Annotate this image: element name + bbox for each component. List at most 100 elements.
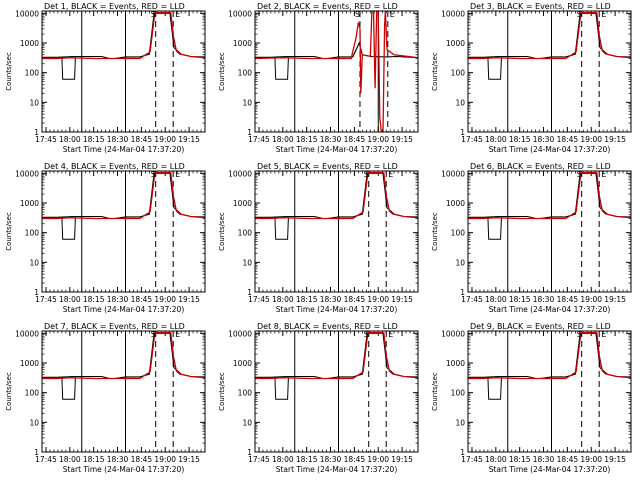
panel-title: Det 7, BLACK = Events, RED = LLD: [44, 322, 185, 331]
y-tick-label: 10000: [15, 9, 39, 18]
x-tick-label: 19:15: [391, 295, 413, 304]
y-tick-label: 1: [247, 288, 252, 297]
y-tick-label: 10: [455, 98, 465, 107]
y-tick-label: 10: [29, 258, 39, 267]
x-tick-label: 18:30: [107, 295, 129, 304]
y-tick-label: 1: [34, 128, 39, 137]
plot-frame: [254, 330, 419, 453]
x-tick-label: 17:45: [461, 295, 483, 304]
x-tick-label: 19:15: [178, 295, 200, 304]
y-tick-label: 1000: [446, 39, 465, 48]
x-tick-label: 18:00: [485, 455, 507, 464]
x-tick-label: 18:30: [320, 295, 342, 304]
lld-series-line: [468, 12, 631, 60]
events-series-line: [468, 12, 631, 60]
start-marker-label: S: [577, 10, 582, 19]
x-tick-label: 18:45: [131, 455, 153, 464]
plot-frame: [467, 10, 632, 133]
x-tick-label: 19:00: [367, 295, 389, 304]
y-axis-label: Counts/sec: [218, 372, 226, 411]
lld-series-line: [468, 332, 631, 380]
x-tick-label: 17:45: [35, 295, 57, 304]
x-tick-label: 18:15: [296, 455, 318, 464]
start-marker-label: S: [151, 170, 156, 179]
x-tick-label: 18:45: [557, 455, 579, 464]
events-dip: [274, 217, 289, 240]
y-tick-label: 1: [247, 128, 252, 137]
x-tick-label: 19:00: [580, 295, 602, 304]
y-tick-label: 100: [451, 229, 466, 238]
detector-panel-1: Det 1, BLACK = Events, RED = LLD Counts/s…: [5, 2, 206, 154]
y-tick-label: 10000: [441, 329, 465, 338]
plot-area: [255, 11, 418, 132]
y-tick-label: 10: [242, 418, 252, 427]
events-series-line: [42, 12, 205, 60]
x-tick-label: 18:30: [533, 135, 555, 144]
plot-area: [255, 171, 418, 292]
lld-series-line: [468, 172, 631, 220]
detector-panel-2: Det 2, BLACK = Events, RED = LLD Counts/s…: [218, 2, 419, 154]
x-tick-label: 18:00: [272, 135, 294, 144]
plot-area: [42, 331, 205, 452]
y-tick-label: 100: [238, 69, 253, 78]
x-tick-label: 18:30: [533, 455, 555, 464]
plot-area: [468, 11, 631, 132]
y-axis-label: Counts/sec: [5, 372, 13, 411]
events-series-line: [255, 172, 418, 220]
x-tick-label: 19:00: [154, 295, 176, 304]
x-tick-label: 19:15: [604, 295, 626, 304]
events-dip: [274, 377, 289, 400]
plot-frame: [254, 170, 419, 293]
end-marker-label: E: [601, 10, 606, 19]
panel-title: Det 9, BLACK = Events, RED = LLD: [470, 322, 611, 331]
y-tick-label: 100: [25, 229, 40, 238]
plot-area: [42, 171, 205, 292]
events-dip: [61, 377, 76, 400]
x-tick-label: 18:00: [272, 455, 294, 464]
panel-title: Det 6, BLACK = Events, RED = LLD: [470, 162, 611, 171]
detector-panel-4: Det 4, BLACK = Events, RED = LLD Counts/s…: [5, 162, 206, 314]
y-tick-label: 1: [34, 448, 39, 457]
x-tick-label: 19:15: [391, 135, 413, 144]
x-tick-label: 18:15: [83, 455, 105, 464]
x-tick-label: 18:30: [320, 135, 342, 144]
x-tick-label: 17:45: [35, 135, 57, 144]
x-tick-label: 17:45: [248, 295, 270, 304]
y-tick-label: 1: [247, 448, 252, 457]
events-series-line: [468, 172, 631, 220]
panel-title: Det 1, BLACK = Events, RED = LLD: [44, 2, 185, 11]
panel-title: Det 8, BLACK = Events, RED = LLD: [257, 322, 398, 331]
y-tick-label: 10: [29, 98, 39, 107]
events-series-line: [468, 332, 631, 380]
y-tick-label: 1000: [20, 199, 39, 208]
y-tick-label: 10000: [441, 9, 465, 18]
x-tick-label: 19:00: [367, 135, 389, 144]
detector-panel-8: Det 8, BLACK = Events, RED = LLD Counts/s…: [218, 322, 419, 474]
events-dip: [274, 57, 289, 80]
events-dip: [61, 217, 76, 240]
x-axis-label: Start Time (24-Mar-04 17:37:20): [63, 145, 185, 154]
plot-area: [468, 171, 631, 292]
plot-frame: [41, 10, 206, 133]
end-marker-label: E: [175, 10, 180, 19]
y-tick-label: 10: [455, 258, 465, 267]
detector-panel-7: Det 7, BLACK = Events, RED = LLD Counts/s…: [5, 322, 206, 474]
end-marker-label: E: [601, 170, 606, 179]
y-tick-label: 1000: [20, 39, 39, 48]
y-tick-label: 10: [455, 418, 465, 427]
y-tick-label: 1000: [233, 199, 252, 208]
y-axis-label: Counts/sec: [5, 212, 13, 251]
panel-title: Det 4, BLACK = Events, RED = LLD: [44, 162, 185, 171]
x-tick-label: 19:15: [391, 455, 413, 464]
x-tick-label: 18:00: [59, 135, 81, 144]
y-tick-label: 100: [238, 389, 253, 398]
y-tick-label: 10: [29, 418, 39, 427]
events-series-line: [255, 41, 418, 60]
y-tick-label: 100: [451, 69, 466, 78]
y-tick-label: 10: [242, 258, 252, 267]
x-axis-label: Start Time (24-Mar-04 17:37:20): [63, 465, 185, 474]
y-tick-label: 10000: [15, 329, 39, 338]
lld-series-line: [42, 12, 205, 60]
